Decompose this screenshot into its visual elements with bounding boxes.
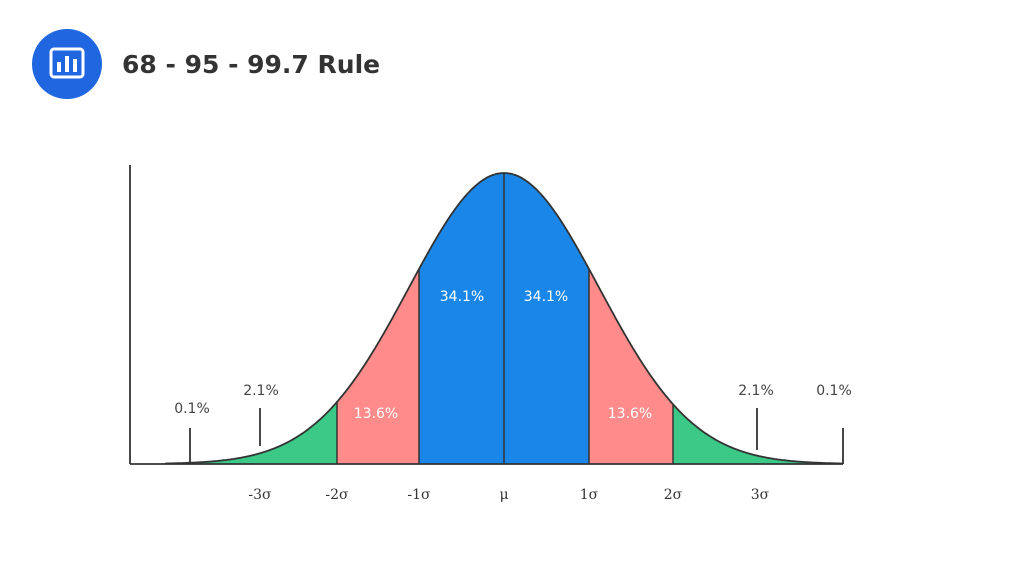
region-label: 34.1% (440, 289, 484, 305)
x-label: 2σ (664, 487, 683, 503)
region (337, 269, 419, 464)
title: 68 - 95 - 99.7 Rule (122, 50, 380, 79)
region-label: 0.1% (816, 383, 852, 399)
region (673, 404, 843, 464)
region (419, 173, 504, 464)
x-label: -2σ (325, 487, 349, 503)
region-label: 2.1% (738, 383, 774, 399)
curve-outline (165, 172, 843, 465)
x-label: 3σ (751, 487, 770, 503)
x-label: 1σ (580, 487, 599, 503)
icon-bar (57, 62, 61, 72)
region (589, 269, 673, 464)
icon-frame (49, 47, 85, 79)
x-label: μ (499, 487, 508, 503)
region-label: 34.1% (524, 289, 568, 305)
region-label: 13.6% (354, 406, 398, 422)
x-label: -1σ (407, 487, 431, 503)
region-label: 0.1% (174, 401, 210, 417)
icon-bar (65, 56, 69, 72)
bell-curve: -3σ -2σ -1σ μ 1σ 2σ 3σ 0.1% 2.1% 13.6% 34.1% 34.1% 1… (129, 165, 852, 503)
region-label: 2.1% (243, 383, 279, 399)
region (504, 173, 589, 464)
x-label: -3σ (248, 487, 272, 503)
icon-bar (73, 59, 77, 72)
region (165, 401, 337, 464)
region-label: 13.6% (608, 406, 652, 422)
